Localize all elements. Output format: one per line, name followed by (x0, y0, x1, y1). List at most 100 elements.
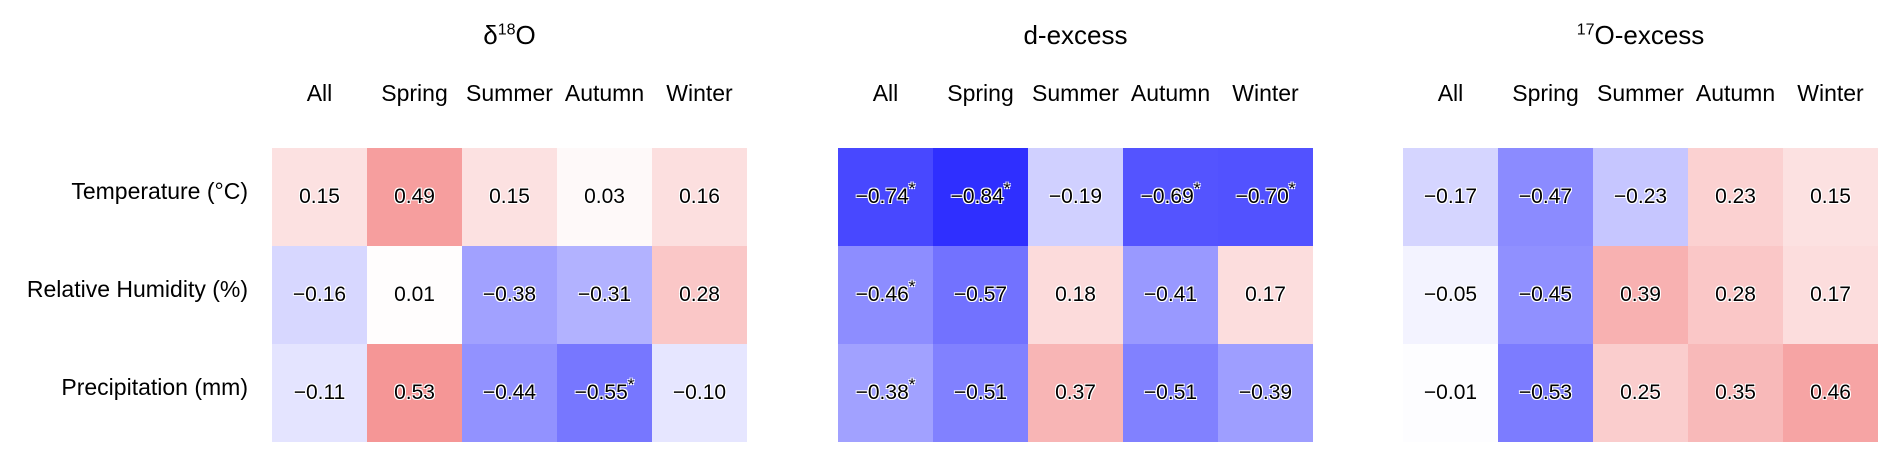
cell-value-label: −0.17 (1423, 185, 1478, 208)
significance-marker: * (1003, 179, 1011, 198)
heatmap-cell: −0.84 * (933, 148, 1028, 246)
heatmap-cell: 0.39 (1593, 246, 1688, 344)
heatmap-panel-d18o: δ18O 0.15 0.49 0.15 0.03 0.16 −0.16 0.01 −0.38 −… (272, 0, 747, 459)
heatmap-cell: −0.41 (1123, 246, 1218, 344)
cell-value-label: −0.53 (1518, 381, 1573, 404)
cell-value-label: −0.16 (292, 283, 347, 306)
row-label-precipitation: Precipitation (mm) (61, 374, 248, 400)
heatmap-cell: 0.46 (1783, 344, 1878, 442)
heatmap-cell: 0.53 (367, 344, 462, 442)
heatmap-cell: 0.16 (652, 148, 747, 246)
cell-value-label: −0.57 (953, 283, 1008, 306)
column-label-autumn: Autumn (564, 80, 645, 106)
heatmap-cell: −0.17 (1403, 148, 1498, 246)
heatmap-cell: 0.01 (367, 246, 462, 344)
cell-value-label: 0.23 (1715, 185, 1756, 208)
cell-value-label: −0.84 (950, 185, 1004, 208)
heatmap-cell: −0.38 * (838, 344, 933, 442)
significance-marker: * (908, 375, 916, 394)
heatmap-cell: −0.70 * (1218, 148, 1313, 246)
heatmap-cell: −0.38 (462, 246, 557, 344)
significance-marker: * (908, 277, 916, 296)
heatmap-cell: 0.18 (1028, 246, 1123, 344)
column-label-spring: Spring (381, 80, 448, 106)
row-label-temperature: Temperature (°C) (71, 178, 248, 204)
cell-value-label: 0.28 (1715, 283, 1756, 306)
panel-title: d-excess (1023, 20, 1128, 50)
panel-title: δ18O (483, 20, 536, 50)
significance-marker: * (1288, 179, 1296, 198)
cell-value-label: 0.46 (1810, 381, 1851, 404)
heatmap-cell: 0.17 (1218, 246, 1313, 344)
cell-value-label: 0.16 (679, 185, 720, 208)
cell-value-label: 0.25 (1620, 381, 1661, 404)
cell-value-label: −0.38 (482, 283, 537, 306)
heatmap-cell: −0.01 (1403, 344, 1498, 442)
heatmap-cell: −0.31 (557, 246, 652, 344)
column-label-winter: Winter (1232, 80, 1299, 106)
heatmap-cell: 0.35 (1688, 344, 1783, 442)
cell-value-label: −0.51 (1143, 381, 1198, 404)
heatmap-cell: 0.25 (1593, 344, 1688, 442)
cell-value-label: −0.46 (855, 283, 909, 306)
cell-value-label: −0.38 (855, 381, 909, 404)
heatmap-cell: −0.05 (1403, 246, 1498, 344)
heatmap-cell: −0.55 * (557, 344, 652, 442)
cell-value-label: −0.47 (1518, 185, 1573, 208)
heatmap-cell: −0.16 (272, 246, 367, 344)
heatmap-cell: −0.11 (272, 344, 367, 442)
heatmap-cell: −0.53 (1498, 344, 1593, 442)
cell-value-label: −0.11 (293, 381, 346, 404)
significance-marker: * (627, 375, 635, 394)
heatmap-cell: −0.23 (1593, 148, 1688, 246)
heatmap-cell: 0.28 (1688, 246, 1783, 344)
heatmap-cell: −0.69 * (1123, 148, 1218, 246)
cell-value-label: −0.74 (855, 185, 909, 208)
cell-value-label: −0.10 (672, 381, 727, 404)
column-label-all: All (872, 80, 899, 106)
cell-value-label: 0.35 (1715, 381, 1756, 404)
cell-value-label: 0.15 (1810, 185, 1851, 208)
heatmap-cell: −0.45 (1498, 246, 1593, 344)
heatmap-cell: 0.23 (1688, 148, 1783, 246)
heatmap-cell: 0.17 (1783, 246, 1878, 344)
cell-value-label: 0.49 (394, 185, 435, 208)
cell-value-label: 0.39 (1620, 283, 1661, 306)
heatmap-cell: −0.47 (1498, 148, 1593, 246)
cell-value-label: −0.45 (1518, 283, 1573, 306)
column-label-all: All (1437, 80, 1464, 106)
heatmap-cell: 0.37 (1028, 344, 1123, 442)
column-label-summer: Summer (1032, 80, 1119, 106)
heatmap-panel-d-excess: d-excess −0.74 * −0.84 * −0.19 −0.69 * −0.70 * −0… (838, 0, 1313, 459)
heatmap-cell: −0.44 (462, 344, 557, 442)
significance-marker: * (908, 179, 916, 198)
heatmap-cell: 0.28 (652, 246, 747, 344)
cell-value-label: −0.23 (1613, 185, 1668, 208)
heatmap-cell: −0.51 (933, 344, 1028, 442)
column-label-winter: Winter (666, 80, 733, 106)
cell-value-label: 0.37 (1055, 381, 1096, 404)
cell-value-label: −0.70 (1235, 185, 1289, 208)
heatmap-cell: 0.15 (462, 148, 557, 246)
column-label-summer: Summer (1597, 80, 1684, 106)
cell-value-label: 0.15 (299, 185, 340, 208)
heatmap-cell: −0.10 (652, 344, 747, 442)
significance-marker: * (1193, 179, 1201, 198)
heatmap-cell: −0.51 (1123, 344, 1218, 442)
heatmap-cell: 0.15 (272, 148, 367, 246)
cell-value-label: −0.55 (574, 381, 628, 404)
cell-value-label: −0.69 (1140, 185, 1194, 208)
column-label-all: All (306, 80, 333, 106)
cell-value-label: −0.19 (1048, 185, 1103, 208)
cell-value-label: −0.39 (1238, 381, 1293, 404)
cell-value-label: −0.44 (482, 381, 537, 404)
column-label-spring: Spring (1512, 80, 1579, 106)
cell-value-label: −0.51 (953, 381, 1008, 404)
heatmap-cell: −0.57 (933, 246, 1028, 344)
cell-value-label: 0.15 (489, 185, 530, 208)
cell-value-label: −0.31 (577, 283, 632, 306)
cell-value-label: −0.01 (1423, 381, 1478, 404)
column-label-summer: Summer (466, 80, 553, 106)
row-label-humidity: Relative Humidity (%) (26, 276, 248, 302)
cell-value-label: 0.28 (679, 283, 720, 306)
